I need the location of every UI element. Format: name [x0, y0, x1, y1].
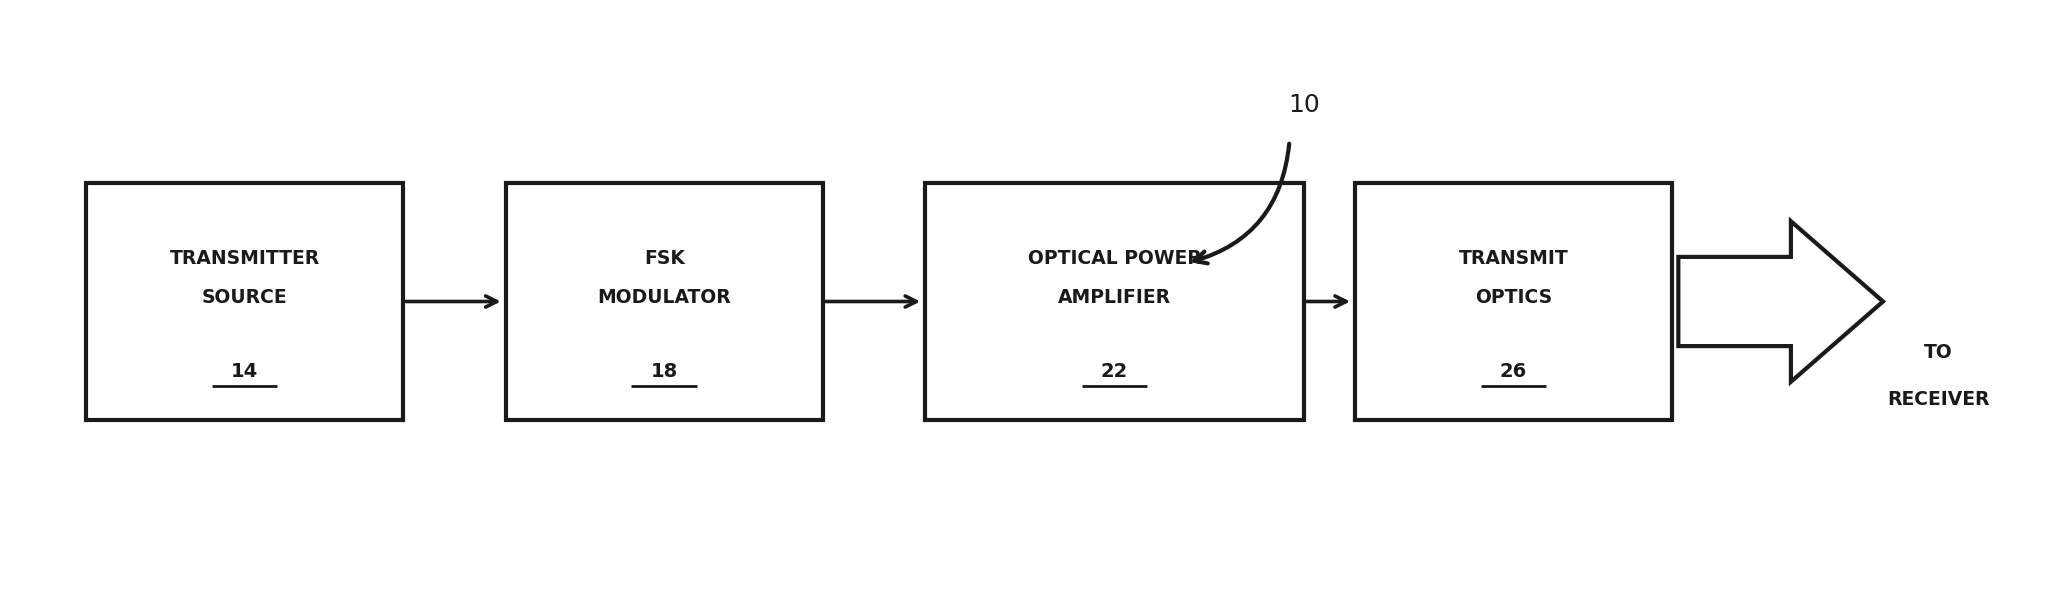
Text: 10: 10 [1288, 93, 1319, 117]
Bar [1354, 183, 1673, 420]
Text: OPTICS: OPTICS [1475, 288, 1552, 306]
Text: AMPLIFIER: AMPLIFIER [1058, 288, 1171, 306]
Text: RECEIVER: RECEIVER [1886, 390, 1989, 409]
Text: MODULATOR: MODULATOR [598, 288, 732, 306]
Text: TRANSMITTER: TRANSMITTER [169, 249, 321, 268]
Text: FSK: FSK [643, 249, 684, 268]
Text: OPTICAL POWER: OPTICAL POWER [1028, 249, 1202, 268]
Text: 18: 18 [651, 362, 678, 381]
Text: 26: 26 [1500, 362, 1527, 381]
Text: 22: 22 [1101, 362, 1128, 381]
Polygon shape [1679, 221, 1882, 382]
Bar [86, 183, 403, 420]
Bar [925, 183, 1303, 420]
Text: TO: TO [1923, 343, 1952, 362]
Text: SOURCE: SOURCE [201, 288, 288, 306]
Text: 14: 14 [230, 362, 259, 381]
Text: TRANSMIT: TRANSMIT [1459, 249, 1568, 268]
Bar [506, 183, 822, 420]
